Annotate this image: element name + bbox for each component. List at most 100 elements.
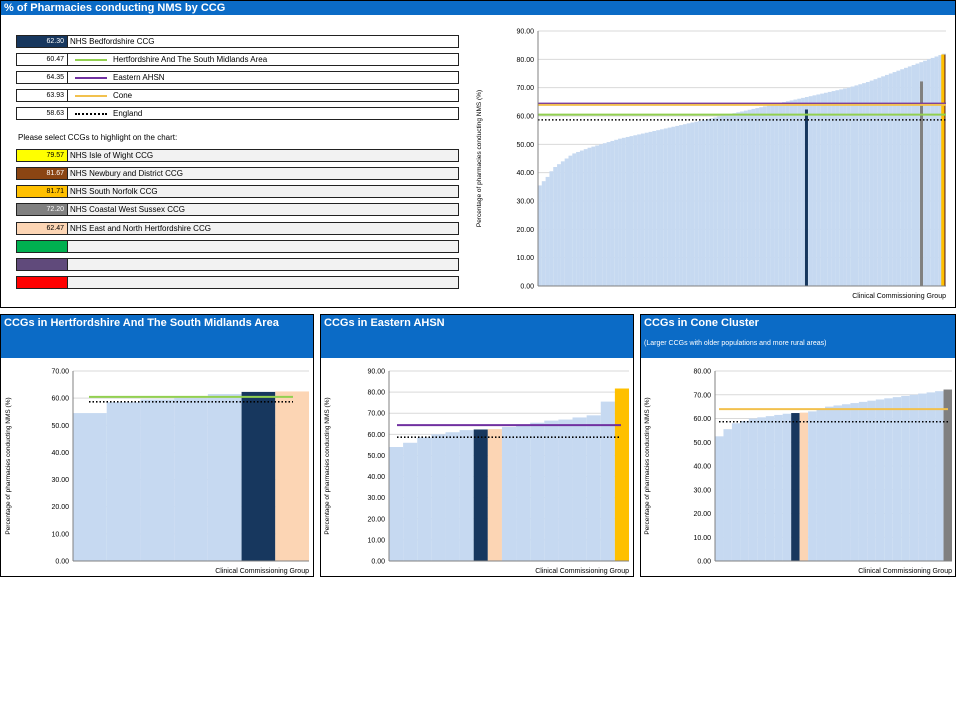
x-axis-label: Clinical Commissioning Group <box>858 568 952 575</box>
highlighted-ccg-bar <box>804 109 808 286</box>
ccg-bar <box>875 399 885 561</box>
y-tick-label: 90.00 <box>367 369 385 376</box>
highlight-color-value <box>17 277 68 288</box>
ccg-bar <box>770 104 775 287</box>
ccg-bar <box>858 84 863 287</box>
legend-label: Eastern AHSN <box>113 73 165 82</box>
ccg-bar <box>785 101 790 287</box>
legend-line-sample <box>75 95 107 97</box>
highlight-selector-row[interactable] <box>16 240 459 253</box>
legend-value: 60.47 <box>17 54 68 65</box>
ccg-bar <box>698 120 702 286</box>
ccg-bar <box>106 402 141 561</box>
ccg-bar <box>774 414 783 561</box>
ccg-bar <box>207 394 242 561</box>
y-tick-label: 10.00 <box>693 535 711 542</box>
ccg-bar <box>911 65 916 286</box>
ccg-bar <box>816 94 821 286</box>
highlight-selector-row[interactable]: 72.20 NHS Coastal West Sussex CCG <box>16 203 459 216</box>
legend-row: 64.35 Eastern AHSN <box>16 71 459 84</box>
ccg-bar <box>721 115 725 286</box>
main-panel: % of Pharmacies conducting NMS by CCG 62… <box>0 0 956 308</box>
ccg-bar <box>865 82 870 286</box>
legend-row: 60.47 Hertfordshire And The South Midland… <box>16 53 459 66</box>
highlight-selector-row[interactable]: 81.67 NHS Newbury and District CCG <box>16 167 459 180</box>
ccg-bar <box>541 181 546 286</box>
y-tick-label: 0.00 <box>520 284 534 291</box>
highlight-selector-row[interactable]: 81.71 NHS South Norfolk CCG <box>16 185 459 198</box>
ccg-bar <box>909 394 919 561</box>
ccg-bar <box>640 133 645 286</box>
ccg-bar <box>801 97 805 286</box>
ccg-bar <box>403 442 418 561</box>
herts-panel-header: CCGs in Hertfordshire And The South Midl… <box>1 315 313 358</box>
ccg-bar <box>926 392 936 561</box>
ccg-bar <box>892 397 902 561</box>
highlight-selector-row[interactable] <box>16 276 459 289</box>
y-tick-label: 80.00 <box>693 369 711 376</box>
ccg-bar <box>751 108 756 287</box>
highlight-color-value: 81.67 <box>17 168 68 179</box>
ccg-bar <box>618 138 622 286</box>
ccg-bar <box>606 142 611 286</box>
y-tick-label: 60.00 <box>51 396 69 403</box>
ccg-bar <box>732 113 737 287</box>
ccg-bar <box>926 59 931 287</box>
ccg-bar <box>740 111 744 286</box>
herts-panel: CCGs in Hertfordshire And The South Midl… <box>0 314 314 577</box>
ccg-bar <box>782 102 786 286</box>
ccg-bar <box>701 119 706 286</box>
ccg-bar <box>614 139 619 286</box>
highlight-ccg-select[interactable]: NHS South Norfolk CCG <box>70 187 158 196</box>
ccg-bar <box>568 155 573 286</box>
ccg-bar <box>690 122 695 287</box>
ccg-bar <box>827 91 832 287</box>
ccg-bar <box>901 395 910 561</box>
highlight-color-value: 81.71 <box>17 186 68 197</box>
ccg-bar <box>633 135 638 286</box>
ccg-bar <box>877 77 882 286</box>
highlight-selector-row[interactable]: 79.57 NHS Isle of Wight CCG <box>16 149 459 162</box>
legend-row: 58.63 England <box>16 107 459 120</box>
highlight-selector-row[interactable] <box>16 258 459 271</box>
eastern-ahsn-panel-header: CCGs in Eastern AHSN <box>321 315 633 358</box>
ccg-bar <box>625 136 630 286</box>
ccg-bar <box>774 103 779 286</box>
ccg-bar <box>501 426 517 561</box>
y-tick-label: 0.00 <box>371 559 385 566</box>
y-tick-label: 20.00 <box>51 504 69 511</box>
ccg-bar <box>675 125 680 287</box>
legend-value: 64.35 <box>17 72 68 83</box>
ccg-bar <box>934 56 939 286</box>
ccg-bar <box>431 434 446 561</box>
highlight-ccg-select[interactable]: NHS Newbury and District CCG <box>70 169 183 178</box>
herts-chart: 0.00 10.00 20.00 30.00 40.00 50.00 60.00 70.00 C… <box>5 369 309 576</box>
ccg-bar <box>808 411 817 561</box>
eastern-ahsn-chart: 0.00 10.00 20.00 30.00 40.00 50.00 60.00 70.00 8… <box>324 369 629 576</box>
ccg-bar <box>652 131 657 286</box>
ccg-bar <box>740 420 749 561</box>
eastern-ahsn-panel: CCGs in Eastern AHSN 0.00 10.00 20.00 30.00… <box>320 314 634 577</box>
ccg-bar <box>621 137 626 286</box>
ccg-bar <box>766 105 771 287</box>
ccg-bar <box>793 99 798 286</box>
ccg-bar <box>873 79 878 286</box>
legend-label: Hertfordshire And The South Midlands Are… <box>113 55 268 64</box>
highlight-ccg-select[interactable]: NHS Coastal West Sussex CCG <box>70 205 185 214</box>
ccg-bar <box>723 429 732 561</box>
legend-value: 62.30 <box>17 36 68 47</box>
ccg-bar <box>862 83 866 286</box>
highlight-selector-row[interactable]: 62.47 NHS East and North Hertfordshire CC… <box>16 222 459 235</box>
y-tick-label: 10.00 <box>516 255 534 262</box>
y-tick-label: 80.00 <box>516 57 534 64</box>
cone-cluster-chart: 0.00 10.00 20.00 30.00 40.00 50.00 60.00 70.00 8… <box>644 369 952 576</box>
ccg-bar <box>799 412 809 561</box>
y-tick-label: 70.00 <box>51 369 69 376</box>
ccg-bar <box>656 130 661 286</box>
legend-line-sample <box>75 113 107 115</box>
cone-cluster-panel-header: CCGs in Cone Cluster (Larger CCGs with o… <box>641 315 955 358</box>
ccg-bar <box>389 447 404 561</box>
highlight-ccg-select[interactable]: NHS East and North Hertfordshire CCG <box>70 224 211 233</box>
ccg-bar <box>823 92 828 287</box>
highlight-ccg-select[interactable]: NHS Isle of Wight CCG <box>70 151 154 160</box>
